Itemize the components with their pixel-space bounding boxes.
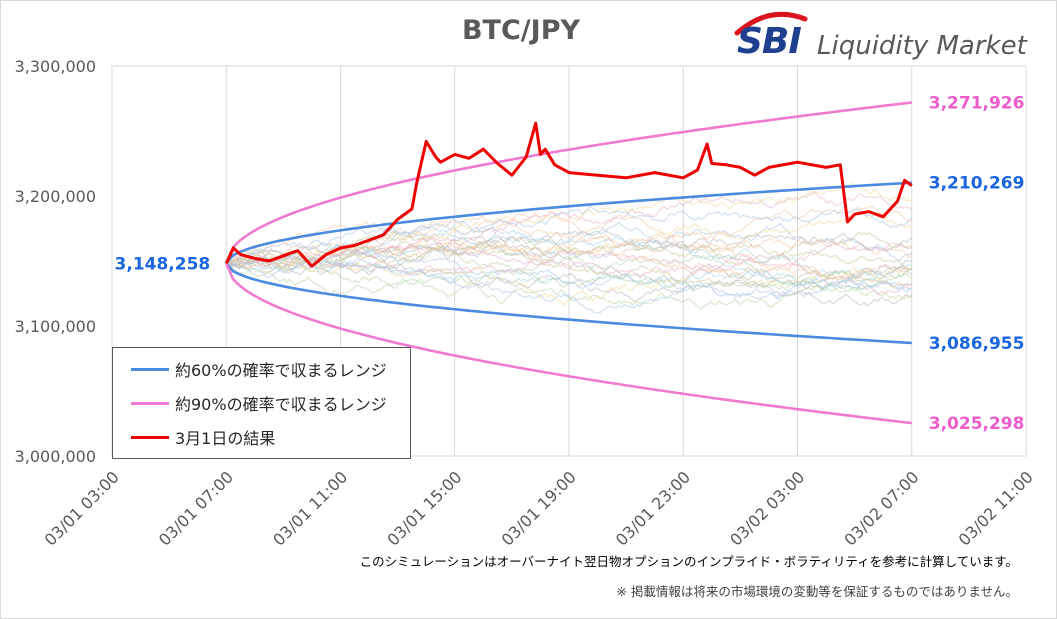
lower-90-label: 3,025,298 — [929, 414, 1025, 434]
simulation-path — [226, 240, 913, 289]
simulation-path — [225, 262, 913, 311]
legend-swatch — [131, 401, 169, 405]
range-band-line — [225, 262, 912, 425]
upper-90-label: 3,271,926 — [929, 93, 1025, 113]
x-tick-label: 03/01 23:00 — [612, 467, 694, 549]
simulation-path — [225, 205, 913, 264]
result-line — [224, 121, 913, 268]
y-tick-label: 3,200,000 — [15, 187, 96, 206]
y-tick-label: 3,000,000 — [15, 447, 96, 466]
lower-60-label: 3,086,955 — [929, 334, 1025, 354]
simulation-path — [226, 256, 912, 293]
legend-swatch — [131, 435, 169, 439]
value-labels: 3,148,258 3,271,926 3,210,269 3,086,955 3,02… — [115, 93, 1025, 434]
legend-label: 3月1日の結果 — [175, 429, 276, 448]
range-band-line — [225, 262, 912, 345]
legend-swatch — [131, 367, 169, 371]
start-value-label: 3,148,258 — [115, 254, 211, 274]
simulation-note: このシミュレーションはオーバーナイト翌日物オプションのインプライド・ボラティリテ… — [359, 554, 1018, 569]
simulation-path — [226, 257, 913, 314]
legend-item-60: 約60%の確率で収まるレンジ — [131, 358, 387, 380]
simulation-path — [225, 205, 912, 264]
simulation-path — [226, 227, 913, 276]
x-tick-label: 03/01 03:00 — [41, 467, 123, 549]
range-bands — [225, 101, 912, 425]
legend-item-result: 3月1日の結果 — [131, 426, 275, 448]
y-tick-label: 3,100,000 — [15, 317, 96, 336]
legend-item-90: 約90%の確率で収まるレンジ — [131, 392, 387, 414]
result-series-line — [224, 121, 913, 268]
x-tick-label: 03/01 11:00 — [269, 467, 351, 549]
simulation-paths — [225, 182, 913, 314]
chart-title: BTC/JPY — [461, 15, 581, 46]
disclaimer-note: ※ 掲載情報は将来の市場環境の変動等を保証するものではありません。 — [616, 584, 1018, 599]
legend-label: 約90%の確率で収まるレンジ — [175, 395, 387, 414]
x-tick-label: 03/01 19:00 — [498, 467, 580, 549]
x-tick-label: 03/02 07:00 — [840, 467, 922, 549]
y-tick-label: 3,300,000 — [15, 57, 96, 76]
range-band-line — [225, 101, 912, 264]
simulation-path — [226, 182, 913, 271]
logo-mark: SBI — [737, 21, 802, 62]
upper-60-label: 3,210,269 — [929, 174, 1025, 194]
logo-text: Liquidity Market — [817, 31, 1027, 61]
x-tick-label: 03/01 15:00 — [383, 467, 465, 549]
simulation-path — [225, 258, 912, 307]
x-tick-label: 03/02 03:00 — [726, 467, 808, 549]
simulation-path — [225, 225, 913, 292]
x-tick-label: 03/02 11:00 — [955, 467, 1037, 549]
sbi-logo: SBI Liquidity Market — [729, 9, 1039, 65]
range-band-line — [225, 181, 912, 265]
logo-swoosh-icon — [734, 11, 808, 36]
x-tick-label: 03/01 07:00 — [155, 467, 237, 549]
legend-label: 約60%の確率で収まるレンジ — [175, 361, 387, 380]
axis-labels: 03/01 03:00 03/01 07:00 03/01 11:00 03/01 1… — [15, 57, 1037, 550]
legend: 約60%の確率で収まるレンジ 約90%の確率で収まるレンジ 3月1日の結果 — [112, 347, 411, 459]
